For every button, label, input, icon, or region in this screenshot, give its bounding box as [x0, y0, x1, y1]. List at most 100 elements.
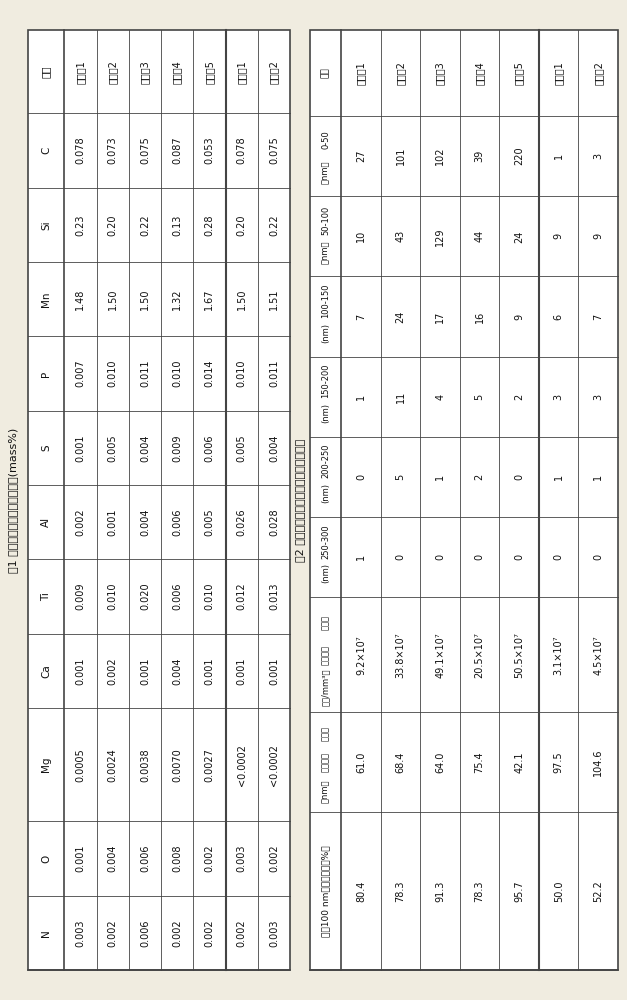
Text: 0.026: 0.026: [236, 508, 246, 536]
Text: 1: 1: [356, 554, 366, 560]
Bar: [310, 30, 618, 970]
Text: 0.002: 0.002: [269, 845, 279, 872]
Bar: [28, 30, 290, 970]
Text: 91.3: 91.3: [435, 881, 445, 902]
Text: 0.012: 0.012: [236, 583, 246, 610]
Text: 250-300: 250-300: [321, 524, 330, 559]
Text: 0.002: 0.002: [108, 919, 118, 947]
Text: 0.006: 0.006: [172, 509, 182, 536]
Text: 对比例2: 对比例2: [269, 60, 279, 84]
Text: 68.4: 68.4: [396, 752, 406, 773]
Text: <0.0002: <0.0002: [269, 744, 279, 786]
Text: 33.8×10⁷: 33.8×10⁷: [396, 632, 406, 678]
Text: 0.008: 0.008: [172, 845, 182, 872]
Text: 43: 43: [396, 230, 406, 242]
Text: （nm）: （nm）: [321, 241, 330, 264]
Text: 实施例1: 实施例1: [356, 61, 366, 85]
Text: <0.0002: <0.0002: [236, 744, 246, 786]
Text: 实施例4: 实施例4: [475, 61, 485, 85]
Text: 1: 1: [356, 394, 366, 400]
Text: 0: 0: [475, 554, 485, 560]
Text: 0-50: 0-50: [321, 131, 330, 149]
Text: 1.48: 1.48: [75, 289, 85, 310]
Text: 1: 1: [554, 474, 564, 480]
Text: 0.003: 0.003: [269, 919, 279, 947]
Text: 4.5×10⁷: 4.5×10⁷: [593, 635, 603, 675]
Text: 0.053: 0.053: [204, 137, 214, 164]
Text: 1: 1: [593, 474, 603, 480]
Text: 0.0024: 0.0024: [108, 748, 118, 782]
Text: 1: 1: [554, 153, 564, 159]
Text: 2: 2: [514, 394, 524, 400]
Text: 3: 3: [593, 394, 603, 400]
Text: 5: 5: [475, 394, 485, 400]
Text: 0.009: 0.009: [75, 583, 85, 610]
Text: 0.073: 0.073: [108, 137, 118, 164]
Text: 9: 9: [593, 233, 603, 239]
Text: （nm）: （nm）: [321, 160, 330, 184]
Text: 0: 0: [554, 554, 564, 560]
Text: 0.002: 0.002: [172, 919, 182, 947]
Text: 1.51: 1.51: [269, 288, 279, 310]
Text: 52.2: 52.2: [593, 880, 603, 902]
Text: 0.013: 0.013: [269, 583, 279, 610]
Text: 0.28: 0.28: [204, 214, 214, 236]
Text: 0: 0: [396, 554, 406, 560]
Text: 0: 0: [514, 474, 524, 480]
Text: 0.20: 0.20: [108, 214, 118, 236]
Text: 0.22: 0.22: [140, 214, 150, 236]
Text: 3: 3: [593, 153, 603, 159]
Text: 95.7: 95.7: [514, 880, 524, 902]
Text: 78.3: 78.3: [396, 880, 406, 902]
Text: 0.003: 0.003: [75, 919, 85, 947]
Text: （个/mm³）: （个/mm³）: [321, 669, 330, 706]
Text: N: N: [41, 929, 51, 937]
Text: 0.014: 0.014: [204, 360, 214, 387]
Text: 0.004: 0.004: [140, 434, 150, 462]
Text: O: O: [41, 854, 51, 863]
Text: (nm): (nm): [321, 323, 330, 343]
Text: 220: 220: [514, 147, 524, 165]
Text: 9.2×10⁷: 9.2×10⁷: [356, 635, 366, 675]
Text: 0.010: 0.010: [204, 583, 214, 610]
Text: Mn: Mn: [41, 291, 51, 307]
Text: 项目: 项目: [321, 68, 330, 78]
Text: 实施例2: 实施例2: [396, 61, 406, 85]
Text: 50-100: 50-100: [321, 206, 330, 235]
Text: 0.001: 0.001: [75, 845, 85, 872]
Text: 0.005: 0.005: [236, 434, 246, 462]
Text: 成分: 成分: [41, 65, 51, 78]
Text: 0.0005: 0.0005: [75, 748, 85, 782]
Text: 200-250: 200-250: [321, 444, 330, 478]
Text: S: S: [41, 445, 51, 451]
Text: 平均粒径: 平均粒径: [321, 752, 330, 772]
Text: 0.001: 0.001: [75, 657, 85, 685]
Text: 0.23: 0.23: [75, 214, 85, 236]
Text: 0.006: 0.006: [172, 583, 182, 610]
Text: 16: 16: [475, 310, 485, 323]
Text: 39: 39: [475, 150, 485, 162]
Text: 0: 0: [593, 554, 603, 560]
Text: 实施例2: 实施例2: [108, 60, 118, 84]
Text: 1.32: 1.32: [172, 288, 182, 310]
Text: 64.0: 64.0: [435, 752, 445, 773]
Text: 3: 3: [554, 394, 564, 400]
Text: 97.5: 97.5: [554, 751, 564, 773]
Text: 75.4: 75.4: [475, 751, 485, 773]
Text: 0.0038: 0.0038: [140, 748, 150, 782]
Text: 实施例3: 实施例3: [140, 60, 150, 84]
Text: 0.002: 0.002: [204, 845, 214, 872]
Text: （nm）: （nm）: [321, 779, 330, 803]
Text: 0.075: 0.075: [269, 137, 279, 164]
Text: 0.001: 0.001: [236, 657, 246, 685]
Text: 小于100 nm析出物比例（%）: 小于100 nm析出物比例（%）: [321, 845, 330, 937]
Text: 1.67: 1.67: [204, 288, 214, 310]
Text: 0.005: 0.005: [108, 434, 118, 462]
Text: 102: 102: [435, 147, 445, 165]
Text: 实施例3: 实施例3: [435, 61, 445, 85]
Text: 50.5×10⁷: 50.5×10⁷: [514, 632, 524, 678]
Text: 析出物: 析出物: [321, 615, 330, 630]
Text: 9: 9: [514, 314, 524, 320]
Text: 0.078: 0.078: [75, 137, 85, 164]
Text: 0.075: 0.075: [140, 137, 150, 164]
